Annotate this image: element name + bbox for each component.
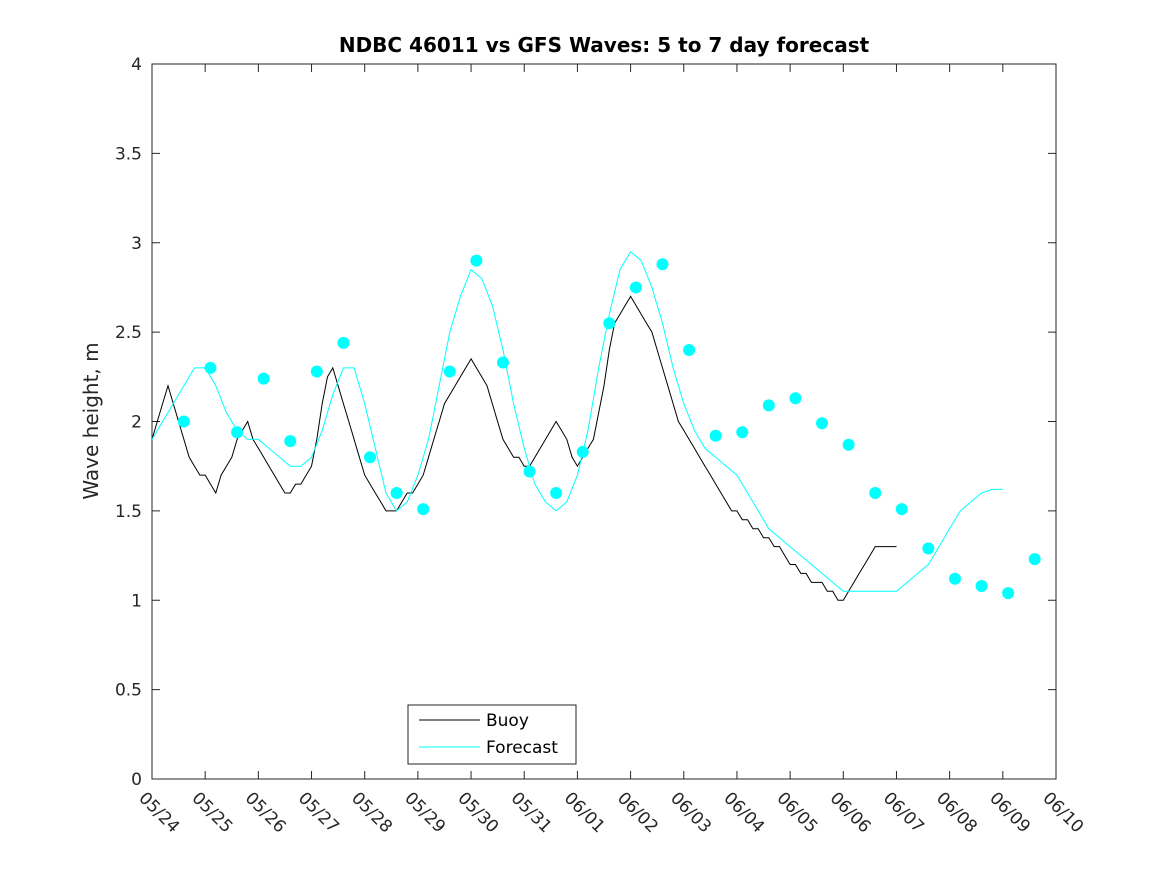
forecast-point [337,336,350,349]
x-tick-label: 06/03 [666,788,715,837]
forecast-point [1002,587,1015,600]
x-tick-label: 06/04 [719,788,768,837]
forecast-point [443,365,456,378]
y-tick-label: 1.5 [115,502,142,522]
forecast-point [231,426,244,439]
y-tick-label: 0 [131,770,142,790]
y-tick-label: 3 [131,234,142,254]
forecast-point [284,435,297,448]
series-layer [151,250,1003,601]
forecast-point [364,451,377,464]
forecast-point [1028,553,1041,566]
plot-area [151,63,1057,780]
forecast-point [576,445,589,458]
y-axis: 0 0.5 1 1.5 2 2.5 3 3.5 4 [115,55,1056,790]
legend-forecast-label: Forecast [486,738,558,758]
forecast-point [177,415,190,428]
x-tick-label: 06/08 [932,788,981,837]
forecast-point [975,579,988,592]
forecast-point [390,487,403,499]
series-line-1 [151,250,1003,592]
forecast-point [629,281,642,294]
x-tick-label: 06/01 [560,788,609,837]
forecast-point [869,487,882,499]
forecast-point [816,417,829,430]
forecast-point [709,429,722,442]
forecast-point [523,465,536,478]
forecast-point [310,365,323,378]
x-tick-label: 05/28 [347,788,396,837]
forecast-point [922,542,935,555]
x-tick-label: 05/30 [454,788,503,837]
forecast-point [204,361,217,374]
x-tick-label: 06/10 [1038,788,1087,837]
forecast-point [496,356,509,369]
x-tick-label: 05/26 [241,788,290,837]
legend-box [407,704,577,765]
forecast-point [550,487,563,499]
forecast-point [603,317,616,330]
forecast-point [417,503,430,516]
y-tick-label: 2.5 [115,323,142,343]
forecast-point [736,426,749,439]
x-tick-label: 06/09 [985,788,1034,837]
y-axis-label: Wave height, m [79,342,103,499]
x-tick-label: 05/24 [134,788,183,837]
y-tick-label: 1 [131,591,142,611]
legend: Buoy Forecast [407,704,577,765]
forecast-point [895,503,908,516]
x-tick-label: 06/05 [773,788,822,837]
forecast-point [656,258,669,271]
x-tick-label: 05/25 [188,788,237,837]
series-line-0 [151,295,897,601]
x-tick-label: 06/07 [879,788,928,837]
forecast-point [257,372,270,385]
x-tick-label: 05/27 [294,788,343,837]
x-tick-label: 06/06 [826,788,875,837]
forecast-point [683,344,696,356]
forecast-point [842,438,855,451]
legend-buoy-label: Buoy [486,711,529,731]
y-tick-label: 2 [131,413,142,433]
y-tick-label: 0.5 [115,681,142,701]
forecast-point [948,572,961,585]
y-tick-label: 3.5 [115,144,142,164]
x-tick-label: 05/29 [400,788,449,837]
x-tick-label: 05/31 [507,788,556,837]
forecast-point [762,399,775,412]
forecast-point [789,392,802,405]
forecast-markers [177,254,1041,600]
forecast-point [470,254,483,267]
chart-title: NDBC 46011 vs GFS Waves: 5 to 7 day fore… [339,33,870,57]
x-tick-label: 06/02 [613,788,662,837]
y-tick-label: 4 [131,55,142,75]
